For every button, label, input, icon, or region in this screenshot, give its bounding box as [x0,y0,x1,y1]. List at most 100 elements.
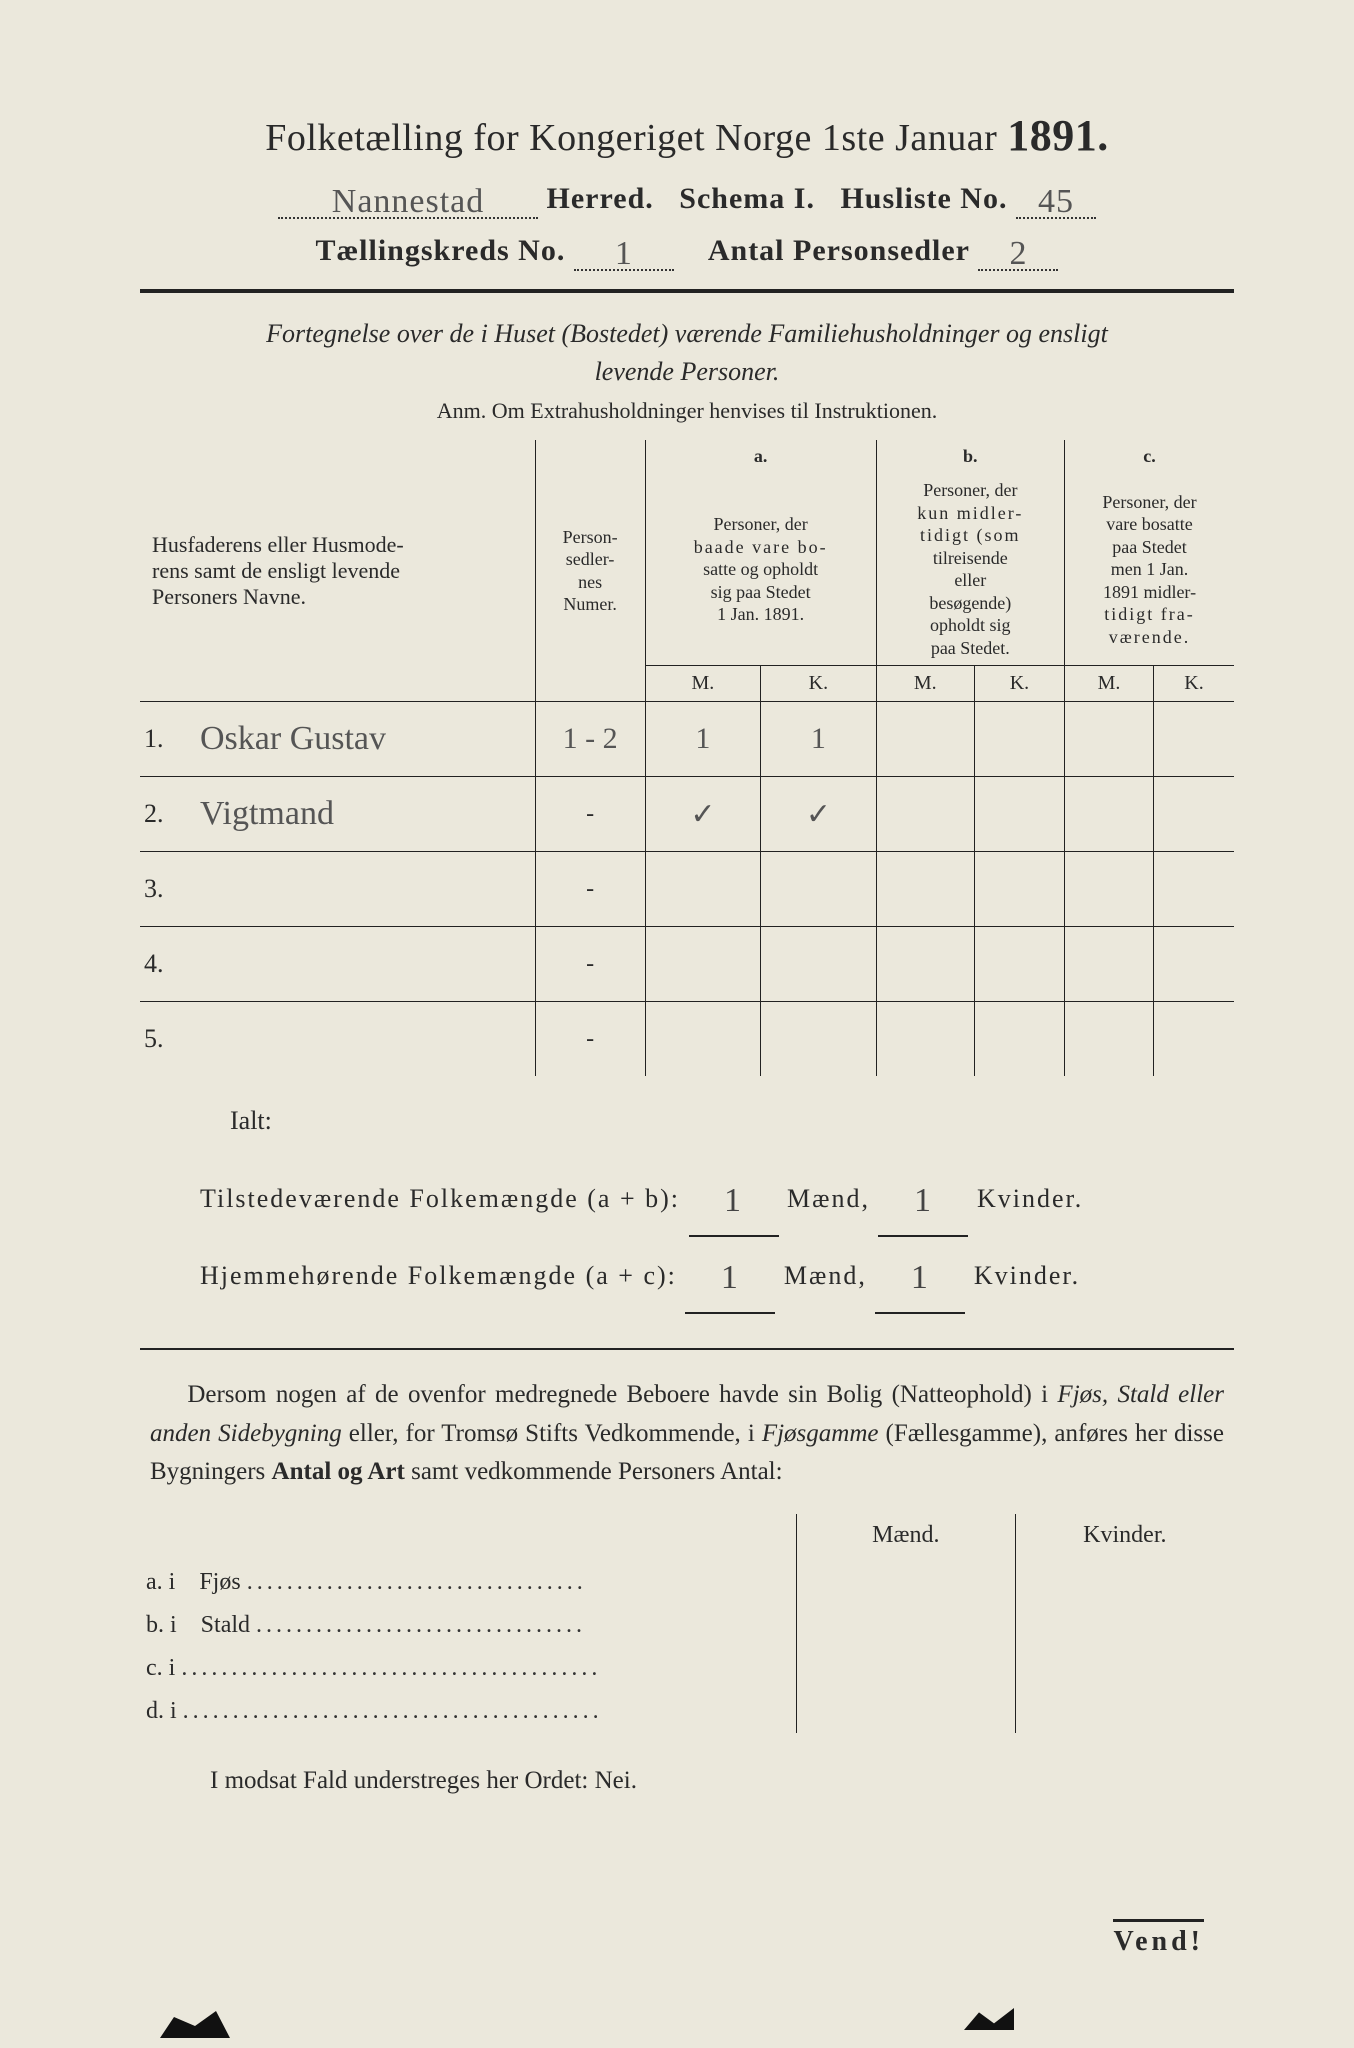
col-a-m: M. [645,666,760,702]
col-head-num: Person- sedler- nes Numer. [535,440,645,702]
dotfill: ........................................… [181,1655,601,1681]
head-left-1: Husfaderens eller Husmode- [152,532,404,557]
row-name: Oskar Gustav [192,702,535,777]
kvinder-label-2: Kvinder. [974,1261,1080,1290]
head-left-2: rens samt de ensligt levende [152,558,400,583]
bygn-row: c. i ...................................… [140,1647,1234,1690]
page-title: Folketælling for Kongeriget Norge 1ste J… [140,110,1234,161]
page-tear-icon [160,2008,230,2038]
kreds-label: Tællingskreds No. [316,234,566,267]
row-name [192,1002,535,1077]
buildings-table: Mænd. Kvinder. a. i Fjøs ...............… [140,1514,1234,1733]
header-line-3: Tællingskreds No. 1 Antal Personsedler 2 [140,231,1234,271]
page-tear-icon [964,2008,1014,2030]
table-row: 5. - [140,1002,1234,1077]
vend-label: Vend! [1113,1919,1204,1958]
nei-line: I modsat Fald understreges her Ordet: Ne… [210,1767,1234,1795]
maend-label: Mænd, [787,1184,870,1213]
col-c-k: K. [1154,666,1235,702]
totals-block: Tilstedeværende Folkemængde (a + b): 1 M… [200,1160,1234,1314]
antal-label: Antal Personsedler [708,234,970,267]
title-text: Folketælling for Kongeriget Norge 1ste J… [265,117,997,159]
husliste-handwriting: 45 [1038,183,1074,220]
bygn-row: d. i ...................................… [140,1690,1234,1733]
dotfill: .................................. [247,1569,587,1595]
header-line-2: Nannestad Herred. Schema I. Husliste No.… [140,179,1234,219]
totals-line-1: Tilstedeværende Folkemængde (a + b): 1 M… [200,1160,1234,1237]
col-b-m: M. [876,666,974,702]
husliste-field: 45 [1016,179,1096,219]
paragraph: Dersom nogen af de ovenfor medregnede Be… [150,1376,1224,1492]
row-seddel: - [535,852,645,927]
row-ak: ✓ [761,777,876,852]
divider-thin [140,1348,1234,1350]
col-a-text: Personer, der baade vare bo- satte og op… [645,473,876,666]
title-year: 1891. [1007,111,1109,160]
totals-1-k: 1 [878,1160,968,1237]
herred-handwriting: Nannestad [332,183,485,220]
row-bm [876,702,974,777]
husliste-label: Husliste No. [840,182,1007,215]
bygn-t: Stald [201,1612,250,1638]
table-row: 4. - [140,927,1234,1002]
anm-text: Anm. Om Extrahusholdninger henvises til … [140,398,1234,424]
bygn-t: Fjøs [199,1569,240,1595]
herred-label: Herred. [547,182,654,215]
row-ck [1154,702,1235,777]
col-b-k: K. [974,666,1064,702]
divider-thick [140,289,1234,293]
bygn-l: d. i [146,1698,177,1724]
row-name: Vigtmand [192,777,535,852]
document-page: Folketælling for Kongeriget Norge 1ste J… [0,0,1354,2048]
table-row: 1. Oskar Gustav 1 - 2 1 1 [140,702,1234,777]
col-c-label: c. [1065,440,1235,473]
totals-2-k: 1 [875,1237,965,1314]
row-bk [974,702,1064,777]
col-a-k: K. [761,666,876,702]
row-name [192,927,535,1002]
row-num: 5. [140,1002,192,1077]
head-left-3: Personers Navne. [152,584,306,609]
row-num: 2. [140,777,192,852]
antal-handwriting: 2 [1009,235,1027,272]
totals-1-m: 1 [689,1160,779,1237]
col-b-text: Personer, der kun midler- tidigt (som ti… [876,473,1064,666]
row-seddel: 1 - 2 [535,702,645,777]
row-am: 1 [645,702,760,777]
dotfill: ........................................… [183,1698,603,1724]
totals-2-label: Hjemmehørende Folkemængde (a + c): [200,1261,677,1290]
row-name [192,852,535,927]
intro-line-1: Fortegnelse over de i Huset (Bostedet) v… [266,319,1108,348]
totals-1-label: Tilstedeværende Folkemængde (a + b): [200,1184,680,1213]
herred-field: Nannestad [278,179,538,219]
row-seddel: - [535,777,645,852]
row-num: 4. [140,927,192,1002]
table-row: 3. - [140,852,1234,927]
col-head-names: Husfaderens eller Husmode- rens samt de … [140,440,535,702]
col-b-label: b. [876,440,1064,473]
dotfill: ................................. [256,1612,586,1638]
antal-field: 2 [978,231,1058,271]
row-am: ✓ [645,777,760,852]
row-num: 3. [140,852,192,927]
row-num: 1. [140,702,192,777]
kreds-field: 1 [574,231,674,271]
col-c-m: M. [1065,666,1154,702]
kvinder-label: Kvinder. [977,1184,1083,1213]
totals-line-2: Hjemmehørende Folkemængde (a + c): 1 Mæn… [200,1237,1234,1314]
ialt-label: Ialt: [230,1106,1234,1136]
row-cm [1065,777,1154,852]
row-bm [876,777,974,852]
table-row: 2. Vigtmand - ✓ ✓ [140,777,1234,852]
bygn-l: a. i [146,1569,175,1595]
col-a-label: a. [645,440,876,473]
row-seddel: - [535,1002,645,1077]
maend-label-2: Mænd, [784,1261,867,1290]
row-seddel: - [535,927,645,1002]
main-table: Husfaderens eller Husmode- rens samt de … [140,440,1234,1076]
schema-label: Schema I. [679,182,815,215]
row-ck [1154,777,1235,852]
col-c-text: Personer, der vare bosatte paa Stedet me… [1065,473,1235,666]
intro-text: Fortegnelse over de i Huset (Bostedet) v… [170,315,1204,390]
row-cm [1065,702,1154,777]
